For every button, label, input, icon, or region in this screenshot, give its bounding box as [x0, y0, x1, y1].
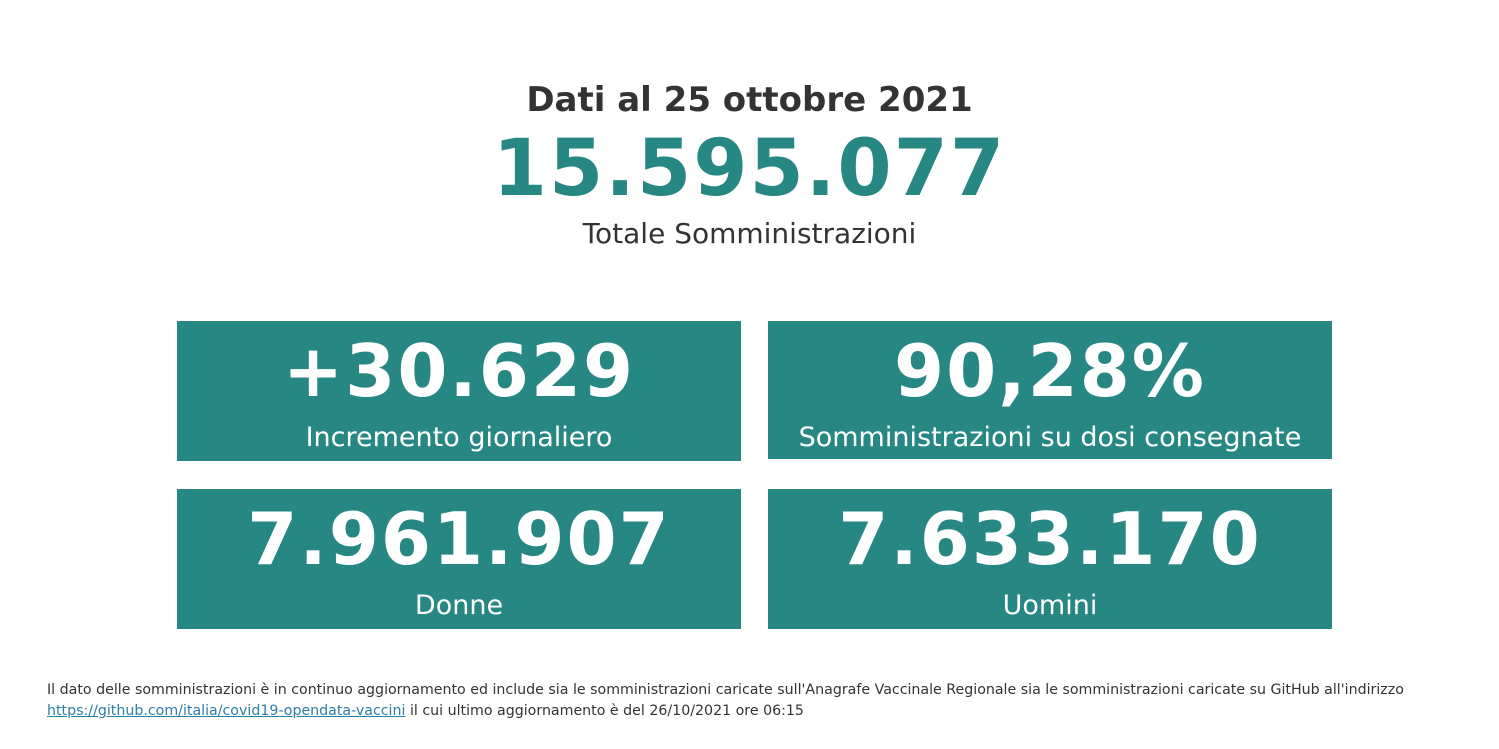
date-title: Dati al 25 ottobre 2021	[526, 80, 973, 120]
delivered-doses-ratio-value: 90,28%	[894, 329, 1206, 413]
women-card: 7.961.907 Donne	[177, 489, 741, 629]
footnote: Il dato delle somministrazioni è in cont…	[47, 680, 1487, 722]
men-card: 7.633.170 Uomini	[768, 489, 1332, 629]
men-value: 7.633.170	[838, 497, 1262, 581]
total-administrations-label: Totale Somministrazioni	[582, 217, 917, 250]
total-administrations-value: 15.595.077	[492, 124, 1007, 214]
delivered-doses-ratio-label: Somministrazioni su dosi consegnate	[798, 422, 1302, 453]
footnote-update-text: il cui ultimo aggiornamento è del 26/10/…	[405, 703, 804, 719]
daily-increase-label: Incremento giornaliero	[305, 422, 613, 453]
footnote-text: Il dato delle somministrazioni è in cont…	[47, 682, 1404, 698]
men-label: Uomini	[1002, 590, 1098, 621]
women-value: 7.961.907	[247, 497, 671, 581]
daily-increase-card: +30.629 Incremento giornaliero	[177, 321, 741, 461]
women-label: Donne	[414, 590, 504, 621]
github-repository-link[interactable]: https://github.com/italia/covid19-openda…	[47, 703, 406, 719]
daily-increase-value: +30.629	[282, 329, 636, 413]
delivered-doses-ratio-card: 90,28% Somministrazioni su dosi consegna…	[768, 321, 1332, 459]
